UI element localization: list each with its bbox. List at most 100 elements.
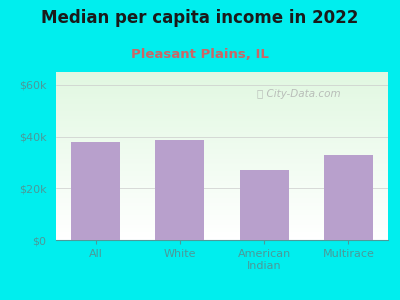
Bar [56,195,388,196]
Text: Pleasant Plains, IL: Pleasant Plains, IL [131,48,269,61]
Bar [56,158,388,159]
Bar [56,171,388,173]
Bar [56,169,388,171]
Bar [56,134,388,136]
Bar [56,166,388,168]
Bar [56,226,388,228]
Bar [56,220,388,221]
Bar [56,121,388,122]
Bar [56,237,388,238]
Bar [56,109,388,111]
Bar [56,99,388,100]
Bar [56,200,388,201]
Bar [56,154,388,156]
Bar [56,139,388,141]
Bar [56,107,388,109]
Bar [56,193,388,195]
Bar [56,212,388,213]
Bar [56,133,388,134]
Bar [56,181,388,183]
Bar [56,173,388,175]
Bar [56,124,388,126]
Bar [56,208,388,210]
Bar [56,75,388,77]
Bar [56,164,388,166]
Bar [56,74,388,75]
Bar [155,140,204,240]
Bar [56,230,388,232]
Bar [56,238,388,240]
Bar [56,111,388,112]
Bar [56,148,388,149]
Bar [56,156,388,158]
Bar [56,175,388,176]
Bar [56,218,388,220]
Bar [56,84,388,85]
Bar [56,213,388,215]
Bar [56,79,388,80]
Bar [56,232,388,233]
Bar [56,117,388,119]
Bar [56,94,388,95]
Bar [324,155,373,240]
Bar [56,77,388,79]
Bar [56,149,388,151]
Bar [56,184,388,186]
Bar [56,210,388,212]
Bar [56,141,388,142]
Bar [56,221,388,223]
Bar [56,163,388,164]
Bar [56,95,388,97]
Bar [56,104,388,106]
Bar [56,228,388,230]
Bar [56,122,388,124]
Bar [56,136,388,137]
Bar [56,128,388,129]
Bar [56,116,388,117]
Bar [56,129,388,131]
Bar [56,102,388,104]
Bar [56,176,388,178]
Bar [56,151,388,153]
Bar [56,198,388,200]
Bar [56,106,388,107]
Bar [56,144,388,146]
Bar [56,87,388,89]
Bar [56,235,388,237]
Bar [56,217,388,218]
Bar [56,201,388,203]
Bar [56,142,388,144]
Bar [56,178,388,179]
Bar [56,72,388,74]
Bar [56,85,388,87]
Bar [56,97,388,99]
Bar [56,80,388,82]
Text: Median per capita income in 2022: Median per capita income in 2022 [41,9,359,27]
Bar [56,233,388,235]
Bar [56,168,388,169]
Bar [56,179,388,181]
Bar [56,196,388,198]
Bar [56,91,388,92]
Bar [56,112,388,114]
Bar [56,186,388,188]
Bar [56,205,388,206]
Bar [240,170,289,240]
Bar [56,114,388,116]
Bar [56,161,388,163]
Bar [56,225,388,226]
Bar [56,92,388,94]
Bar [56,131,388,133]
Bar [56,119,388,121]
Bar [56,146,388,148]
Bar [71,142,120,240]
Bar [56,126,388,127]
Bar [56,82,388,84]
Bar [56,100,388,102]
Bar [56,191,388,193]
Bar [56,183,388,184]
Bar [56,215,388,217]
Bar [56,223,388,225]
Bar [56,137,388,139]
Bar [56,190,388,191]
